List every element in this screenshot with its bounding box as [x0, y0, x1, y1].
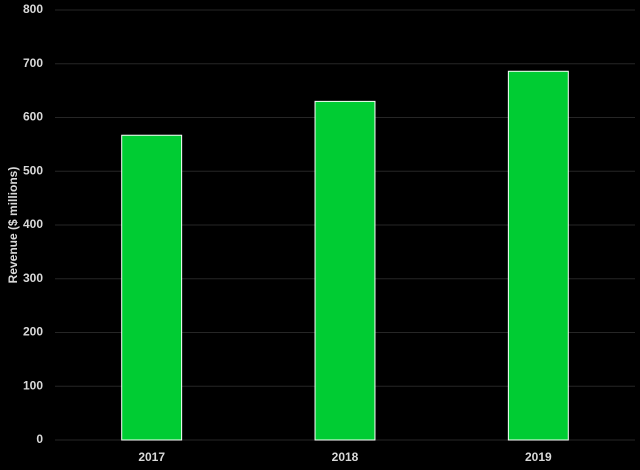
x-tick-label: 2019 — [525, 450, 552, 464]
y-tick-label: 100 — [23, 378, 43, 392]
y-tick-label: 200 — [23, 325, 43, 339]
bar — [507, 70, 569, 441]
y-tick-label: 0 — [36, 432, 43, 446]
y-tick-label: 300 — [23, 271, 43, 285]
x-tick-label: 2017 — [138, 450, 165, 464]
y-tick-label: 700 — [23, 56, 43, 70]
y-tick-label: 600 — [23, 110, 43, 124]
bar — [314, 100, 376, 441]
x-tick-label: 2018 — [332, 450, 359, 464]
y-tick-label: 400 — [23, 217, 43, 231]
bar — [121, 134, 183, 441]
y-tick-label: 800 — [23, 2, 43, 16]
y-tick-label: 500 — [23, 163, 43, 177]
y-axis-label: Revenue ($ millions) — [6, 167, 20, 284]
